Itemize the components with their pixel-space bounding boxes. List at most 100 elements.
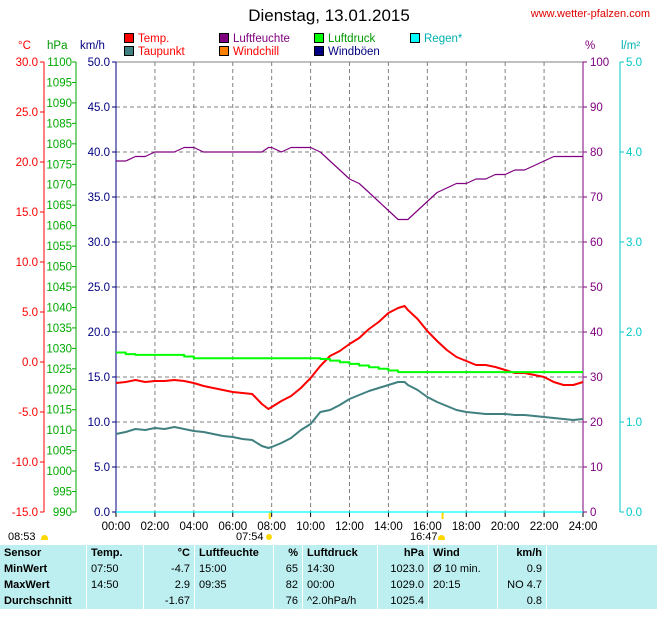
y-tick-label-rain: 1.0 <box>626 417 642 429</box>
legend-item-gusts: Windböen <box>314 45 414 59</box>
stats-cell: MinWert <box>0 561 87 577</box>
y-tick-label-pressure: 990 <box>53 507 72 519</box>
y-tick-label-pressure: 1095 <box>46 77 72 89</box>
y-tick-label-humidity: 60 <box>590 237 603 249</box>
y-tick-label-pressure: 1000 <box>46 466 72 478</box>
y-tick-label-pressure: 1080 <box>46 139 72 151</box>
y-tick-label-temp: 5.0 <box>22 307 38 319</box>
x-tick-label: 18:00 <box>452 521 481 533</box>
y-tick-label-rain: 5.0 <box>626 57 642 69</box>
y-tick-label-pressure: 995 <box>53 487 72 499</box>
stats-cell: -4.7 <box>143 561 195 577</box>
y-tick-label-pressure: 1020 <box>46 384 72 396</box>
y-tick-label-humidity: 30 <box>590 372 603 384</box>
y-tick-label-pressure: 1030 <box>46 343 72 355</box>
y-tick-label-pressure: 1055 <box>46 241 72 253</box>
y-tick-label-wind: 0.0 <box>94 507 110 519</box>
stats-cell: 1025.4 <box>377 593 429 609</box>
legend-swatch-windchill <box>219 46 229 56</box>
y-tick-label-wind: 35.0 <box>88 192 110 204</box>
y-tick-label-humidity: 0 <box>590 507 596 519</box>
solar-noon-time: 07:54 <box>236 531 264 543</box>
legend-swatch-dewpoint <box>124 46 134 56</box>
stats-header: hPa <box>377 545 429 561</box>
website-link[interactable]: www.wetter-pfalzen.com <box>530 8 650 20</box>
y-tick-label-rain: 4.0 <box>626 147 642 159</box>
stats-cell: Ø 10 min. <box>428 561 498 577</box>
x-tick-label: 24:00 <box>569 521 598 533</box>
stats-cell: 15:00 <box>194 561 274 577</box>
y-tick-label-humidity: 50 <box>590 282 603 294</box>
legend-item-rain: Regen* <box>410 32 490 46</box>
stats-row: MinWert 07:50 -4.7 15:00 65 14:30 1023.0… <box>0 561 658 577</box>
sunset-time: 16:47 <box>410 531 438 543</box>
stats-filler <box>546 593 658 609</box>
y-tick-label-wind: 45.0 <box>88 102 110 114</box>
x-tick-label: 02:00 <box>141 521 170 533</box>
y-tick-label-pressure: 1045 <box>46 282 72 294</box>
legend-swatch-rain <box>410 33 420 43</box>
y-tick-label-wind: 25.0 <box>88 282 110 294</box>
x-tick-label: 14:00 <box>374 521 403 533</box>
stats-header: km/h <box>497 545 547 561</box>
y-tick-label-pressure: 1025 <box>46 364 72 376</box>
stats-header: Luftfeuchte <box>194 545 274 561</box>
legend-item-dewpoint: Taupunkt <box>124 45 214 59</box>
stats-cell: 82 <box>273 577 303 593</box>
axis-unit-humidity: % <box>585 40 596 52</box>
stats-cell: 65 <box>273 561 303 577</box>
stats-header-row: Sensor Temp. °C Luftfeuchte % Luftdruck … <box>0 545 658 561</box>
stats-filler <box>546 577 658 593</box>
y-tick-label-temp: 15.0 <box>16 207 38 219</box>
legend-item-pressure: Luftdruck <box>314 32 404 46</box>
stats-cell: 0.8 <box>497 593 547 609</box>
sun-icon <box>438 535 445 540</box>
stats-row: Durchschnitt -1.67 76 ^2.0hPa/h 1025.4 0… <box>0 593 658 609</box>
stats-header: Temp. <box>86 545 144 561</box>
x-tick-label: 10:00 <box>296 521 325 533</box>
y-tick-label-pressure: 1065 <box>46 200 72 212</box>
legend-swatch-humidity <box>219 33 229 43</box>
sun-icon <box>266 534 272 540</box>
legend-swatch-pressure <box>314 33 324 43</box>
x-tick-label: 12:00 <box>335 521 364 533</box>
legend-label: Temp. <box>138 33 170 45</box>
series-line-luftfeuchte <box>116 146 583 221</box>
stats-header: Luftdruck <box>302 545 378 561</box>
stats-cell <box>428 593 498 609</box>
legend-label: Luftdruck <box>328 33 376 45</box>
y-tick-label-temp: 10.0 <box>16 257 38 269</box>
y-tick-label-pressure: 1070 <box>46 180 72 192</box>
y-tick-label-temp: -10.0 <box>12 457 38 469</box>
y-tick-label-wind: 5.0 <box>94 462 110 474</box>
y-tick-label-humidity: 80 <box>590 147 603 159</box>
x-tick-label: 00:00 <box>102 521 131 533</box>
stats-cell <box>194 593 274 609</box>
stats-cell: 2.9 <box>143 577 195 593</box>
series-line-taupunkt <box>115 381 584 449</box>
legend-swatch-temp <box>124 33 134 43</box>
y-tick-label-temp: -5.0 <box>18 407 38 419</box>
stats-header: °C <box>143 545 195 561</box>
y-tick-label-wind: 40.0 <box>88 147 110 159</box>
y-tick-label-pressure: 1075 <box>46 159 72 171</box>
stats-table: Sensor Temp. °C Luftfeuchte % Luftdruck … <box>0 545 658 609</box>
chart-title: Dienstag, 13.01.2015 <box>248 6 410 25</box>
stats-cell: 00:00 <box>302 577 378 593</box>
y-tick-label-wind: 10.0 <box>88 417 110 429</box>
legend-item-temp: Temp. <box>124 32 214 46</box>
stats-cell: NO 4.7 <box>497 577 547 593</box>
y-tick-label-pressure: 1010 <box>46 425 72 437</box>
y-tick-label-rain: 0.0 <box>626 507 642 519</box>
legend-item-humidity: Luftfeuchte <box>219 32 319 46</box>
legend-item-windchill: Windchill <box>219 45 319 59</box>
y-tick-label-wind: 30.0 <box>88 237 110 249</box>
legend-label: Regen* <box>424 33 463 45</box>
stats-cell: 20:15 <box>428 577 498 593</box>
axis-unit-pressure: hPa <box>47 40 68 52</box>
y-tick-label-pressure: 1085 <box>46 118 72 130</box>
y-tick-label-humidity: 20 <box>590 417 603 429</box>
y-tick-label-rain: 3.0 <box>626 237 642 249</box>
y-tick-label-temp: -15.0 <box>12 507 38 519</box>
x-tick-label: 16:00 <box>413 521 442 533</box>
